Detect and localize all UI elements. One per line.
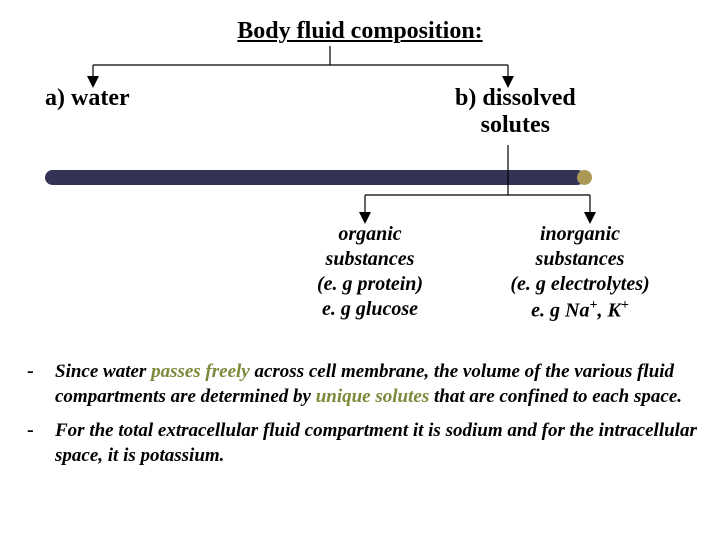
branch-solutes: b) dissolved solutes (455, 85, 576, 139)
page-title: Body fluid composition: (0, 0, 720, 45)
inorganic-l1: inorganic (480, 222, 680, 247)
inorganic-block: inorganic substances (e. g electrolytes)… (480, 222, 680, 324)
organic-l4: e. g glucose (280, 297, 460, 322)
b1-part-a: Since water (55, 361, 151, 382)
b1-highlight-2: unique solutes (316, 386, 430, 407)
list-item: - Since water passes freely across cell … (25, 360, 705, 409)
bullet-1: Since water passes freely across cell me… (55, 360, 705, 409)
organic-l3: (e. g protein) (280, 272, 460, 297)
inorganic-l3: (e. g electrolytes) (480, 272, 680, 297)
branch-b-line2: solutes (481, 112, 550, 138)
divider-bar (45, 170, 585, 185)
ion-k: , K (597, 300, 620, 322)
b1-highlight-1: passes freely (151, 361, 250, 382)
bullet-dash-icon: - (25, 360, 55, 409)
b1-part-e: that are confined to each space. (429, 386, 682, 407)
bullet-list: - Since water passes freely across cell … (25, 360, 705, 479)
ion-k-sup: + (621, 298, 629, 313)
inorganic-l2: substances (480, 247, 680, 272)
branch-water: a) water (45, 85, 130, 112)
bullet-dash-icon: - (25, 419, 55, 468)
organic-l2: substances (280, 247, 460, 272)
ion-na: e. g Na (531, 300, 589, 322)
divider-bar-end (577, 170, 592, 185)
organic-l1: organic (280, 222, 460, 247)
inorganic-l4: e. g Na+, K+ (480, 297, 680, 324)
branch-b-line1: b) dissolved (455, 85, 576, 111)
organic-block: organic substances (e. g protein) e. g g… (280, 222, 460, 322)
bullet-2: For the total extracellular fluid compar… (55, 419, 705, 468)
list-item: - For the total extracellular fluid comp… (25, 419, 705, 468)
